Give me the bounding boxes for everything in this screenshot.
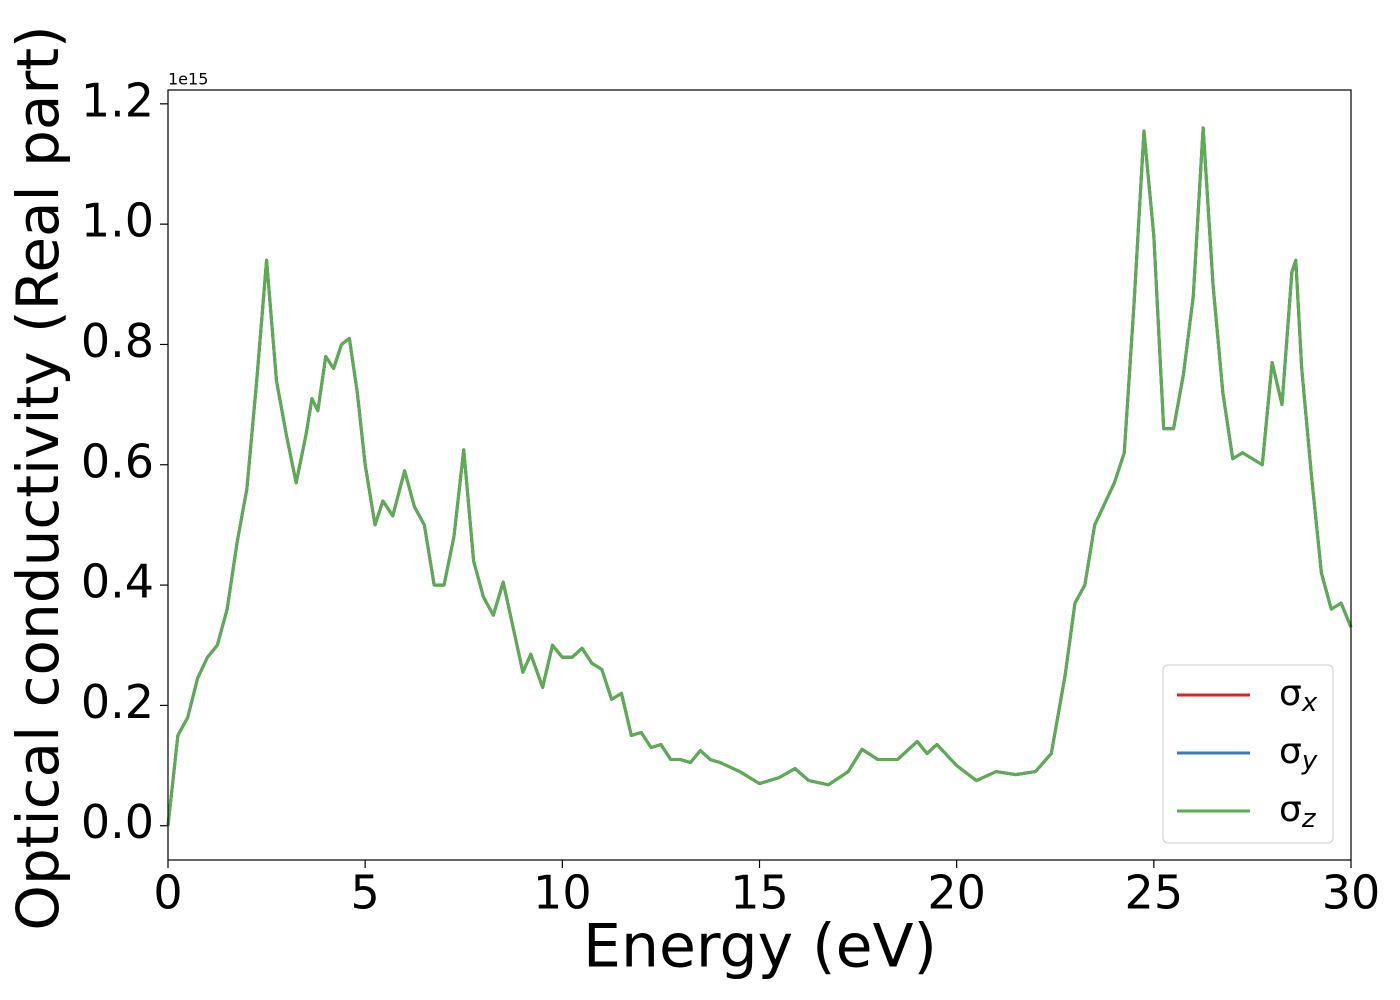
x-tick-label: 0 xyxy=(153,866,182,920)
x-tick-label: 5 xyxy=(351,866,380,920)
y-tick-label: 0.2 xyxy=(81,675,154,729)
x-tick-label: 25 xyxy=(1125,866,1184,920)
y-tick-label: 0.4 xyxy=(81,555,154,609)
x-tick-label: 15 xyxy=(730,866,789,920)
y-tick-label: 0.6 xyxy=(81,434,154,488)
series-line xyxy=(166,126,1353,826)
y-tick-label: 0.0 xyxy=(81,795,154,849)
x-tick-label: 20 xyxy=(927,866,986,920)
y-axis-label: Optical conductivity (Real part) xyxy=(4,25,72,930)
legend-label: σz xyxy=(1279,789,1317,834)
y-tick-label: 0.8 xyxy=(81,314,154,368)
offset-label: 1e15 xyxy=(168,70,208,89)
x-tick-label: 10 xyxy=(533,866,592,920)
y-tick-label: 1.2 xyxy=(81,73,154,127)
legend-label: σx xyxy=(1279,673,1318,718)
legend-label: σy xyxy=(1279,731,1318,776)
x-axis-label: Energy (eV) xyxy=(583,912,937,982)
x-tick-label: 30 xyxy=(1322,866,1381,920)
y-tick-label: 1.0 xyxy=(81,194,154,248)
plot-frame xyxy=(167,89,1352,861)
